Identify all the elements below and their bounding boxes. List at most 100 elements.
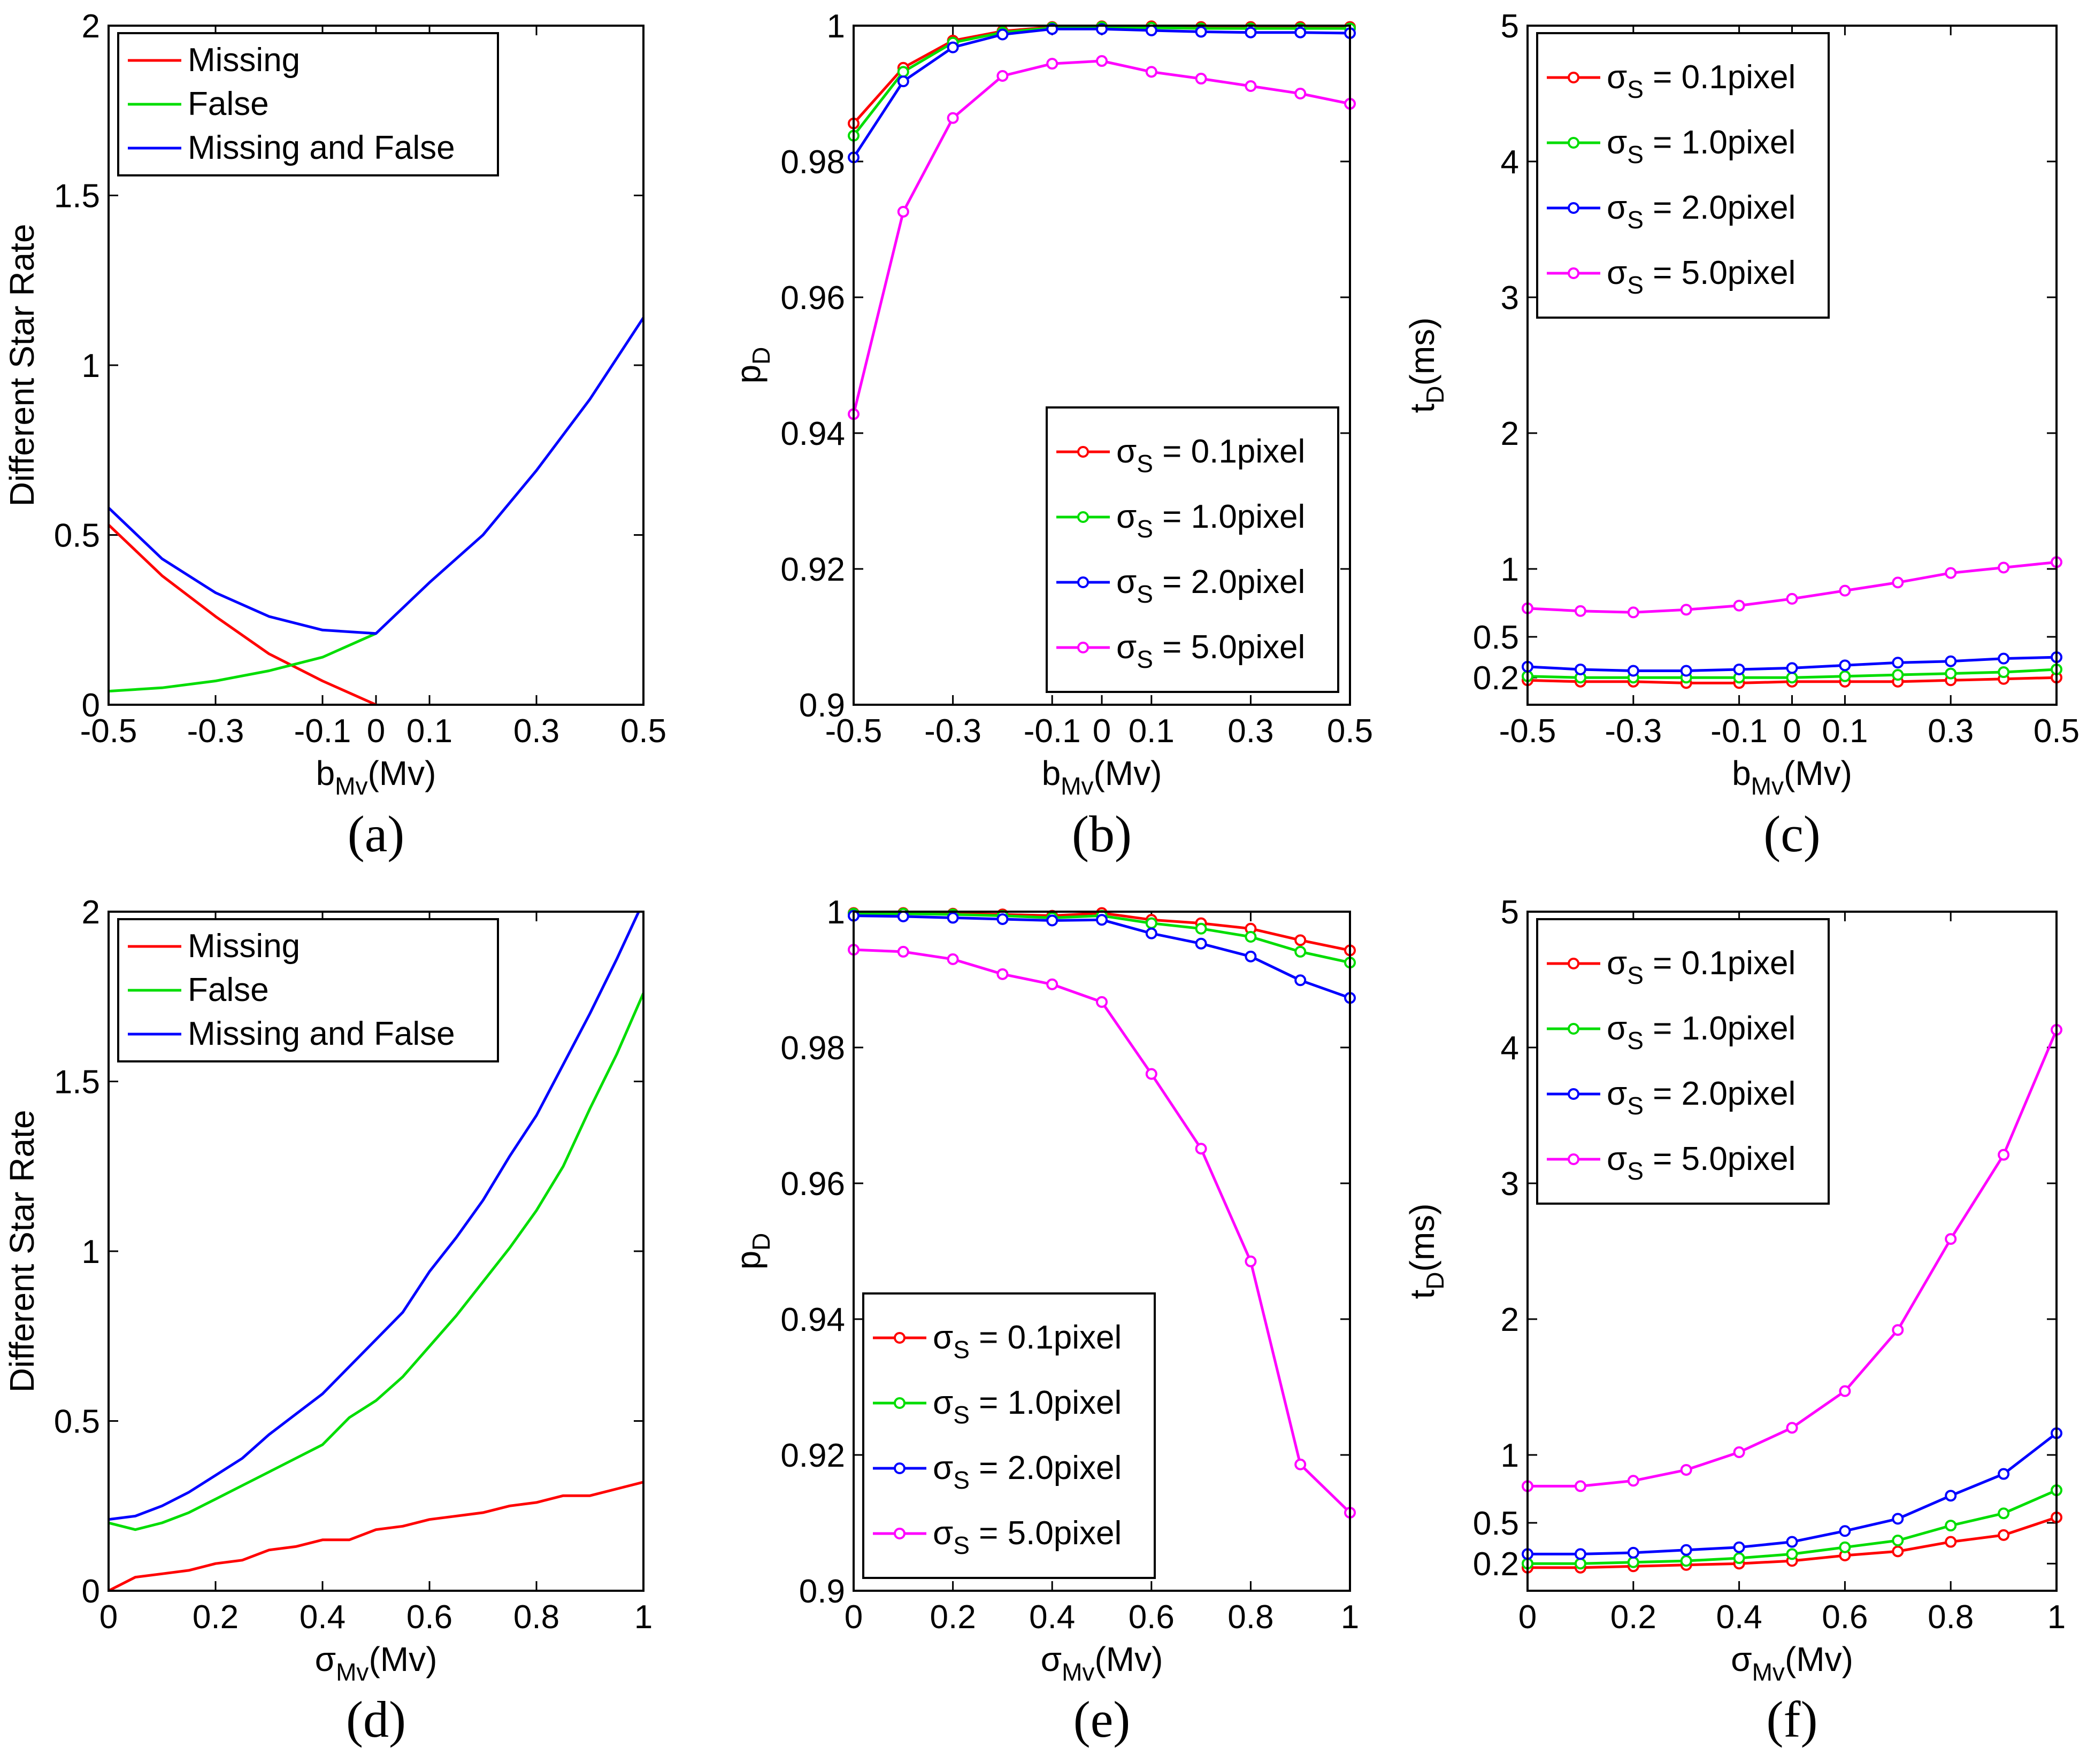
- data-point-3: [1627, 1546, 1639, 1559]
- legend-label-3: σS = 2.0pixel: [1607, 189, 1796, 234]
- chart-d: 0 0.2 0.4 0.6 0.8 1 0 0.5 1 1.5 2 σMv(Mv) Different …: [3, 894, 653, 1748]
- data-point-4: [1680, 1463, 1692, 1476]
- data-point-3: [1245, 950, 1257, 962]
- y-axis-label: pD: [729, 347, 775, 384]
- data-point-2: [1574, 1558, 1586, 1570]
- legend-marker-1: [894, 1332, 906, 1344]
- data-point-4: [897, 945, 909, 958]
- data-point-4: [1627, 1475, 1639, 1487]
- data-point-3: [1195, 937, 1207, 950]
- data-point-3: [1839, 1525, 1851, 1537]
- data-point-4: [1839, 1385, 1851, 1397]
- x-tick-label: 0.4: [1029, 1599, 1075, 1636]
- x-axis-label: bMv(Mv): [1732, 754, 1852, 800]
- y-tick-label: 0.5: [1473, 619, 1519, 656]
- data-point-3: [1680, 1544, 1692, 1556]
- legend-marker-3: [894, 1462, 906, 1474]
- legend-box: [1536, 918, 1830, 1205]
- legend-label-1: σS = 0.1pixel: [1607, 59, 1796, 103]
- data-point-4: [1733, 1446, 1745, 1458]
- series-line-2: [854, 26, 1350, 137]
- data-point-4: [947, 112, 959, 124]
- data-point-3: [1786, 662, 1798, 674]
- legend-label-4: σS = 5.0pixel: [1116, 629, 1305, 673]
- data-point-2: [1998, 1507, 2010, 1520]
- x-tick-label: 0.6: [1822, 1599, 1868, 1636]
- y-tick-label: 2: [1501, 1301, 1519, 1338]
- x-tick-label: 0.6: [1129, 1599, 1175, 1636]
- chart-c: -0.5 -0.3 -0.1 0 0.1 0.3 0.5 0.2 0.5 1 2 3 4 5 bMv(Mv)…: [1403, 8, 2080, 862]
- data-point-3: [1294, 974, 1307, 987]
- y-axis-label: tD(ms): [1403, 318, 1449, 413]
- x-tick-label: 0.4: [300, 1599, 346, 1636]
- y-tick-label: 2: [1501, 415, 1519, 452]
- legend-box: [1046, 406, 1339, 693]
- x-tick-label: 1: [634, 1599, 653, 1636]
- y-tick-label: 0.98: [780, 1030, 845, 1067]
- chart-a: -0.5 -0.3 -0.1 0 0.1 0.3 0.5 0 0.5 1 1.5 2 bMv(Mv) Di…: [3, 8, 666, 862]
- x-tick-label: -0.5: [1499, 713, 1556, 750]
- legend-box: [117, 32, 499, 176]
- x-tick-label: 1: [2047, 1599, 2066, 1636]
- data-point-2: [1945, 1520, 1957, 1532]
- legend-box: [862, 1292, 1156, 1579]
- series-line-1: [854, 26, 1350, 125]
- y-tick-label: 4: [1501, 1030, 1519, 1067]
- data-point-3: [1145, 927, 1157, 939]
- x-tick-label: -0.5: [825, 713, 883, 750]
- x-tick-label: 0: [367, 713, 385, 750]
- data-point-3: [1294, 26, 1307, 38]
- series-line-3: [1528, 1432, 2057, 1555]
- series-line-2: [109, 992, 643, 1531]
- data-point-4: [1627, 606, 1639, 619]
- data-point-2: [1786, 672, 1798, 684]
- legend-label-3: σS = 2.0pixel: [933, 1450, 1122, 1494]
- data-point-2: [1195, 922, 1207, 935]
- data-point-3: [1046, 914, 1058, 927]
- data-point-3: [996, 28, 1009, 41]
- legend-marker-2: [1568, 137, 1579, 149]
- legend-label-1: σS = 0.1pixel: [1116, 433, 1305, 477]
- data-point-2: [897, 66, 909, 78]
- data-point-4: [897, 205, 909, 218]
- y-tick-label: 0.92: [780, 1437, 845, 1474]
- data-point-4: [1245, 1255, 1257, 1268]
- legend-label-1: σS = 0.1pixel: [933, 1319, 1122, 1364]
- data-point-4: [1574, 605, 1586, 617]
- series-line-1: [109, 523, 377, 705]
- x-axis-label: bMv(Mv): [316, 754, 436, 800]
- y-tick-label: 1: [82, 348, 100, 384]
- y-tick-label: 1.5: [54, 1064, 100, 1101]
- x-tick-label: -0.1: [1710, 713, 1768, 750]
- plot-frame: [108, 25, 644, 706]
- data-point-3: [1892, 1513, 1904, 1525]
- x-tick-label: 0.2: [930, 1599, 976, 1636]
- series-line-3: [109, 912, 640, 1521]
- series-line-2: [109, 632, 377, 693]
- legend-label-2: σS = 1.0pixel: [1607, 1010, 1796, 1054]
- data-point-3: [947, 41, 959, 53]
- y-tick-label: 2: [82, 894, 100, 931]
- series-line-3: [854, 914, 1350, 999]
- legend-label-2: False: [188, 972, 269, 1008]
- x-tick-label: 0.8: [1928, 1599, 1974, 1636]
- y-tick-label: 1: [827, 8, 845, 45]
- data-point-3: [897, 910, 909, 922]
- series-line-1: [109, 1481, 643, 1591]
- data-point-3: [996, 913, 1009, 925]
- legend-marker-4: [1568, 267, 1579, 279]
- legend-marker-4: [1077, 642, 1089, 653]
- y-tick-label: 1: [1501, 551, 1519, 588]
- legend-marker-1: [1077, 446, 1089, 458]
- y-tick-label: 0: [82, 1573, 100, 1610]
- data-point-4: [1294, 88, 1307, 99]
- data-point-1: [1998, 1529, 2010, 1541]
- y-tick-label: 1.5: [54, 178, 100, 215]
- legend: σS = 0.1pixel σS = 1.0pixel σS = 2.0pixel σ…: [862, 1292, 1156, 1579]
- data-point-4: [1892, 1324, 1904, 1336]
- data-point-3: [897, 75, 909, 88]
- panel-caption: (b): [1072, 805, 1132, 862]
- y-tick-label: 0.96: [780, 1166, 845, 1203]
- data-point-3: [1574, 1548, 1586, 1560]
